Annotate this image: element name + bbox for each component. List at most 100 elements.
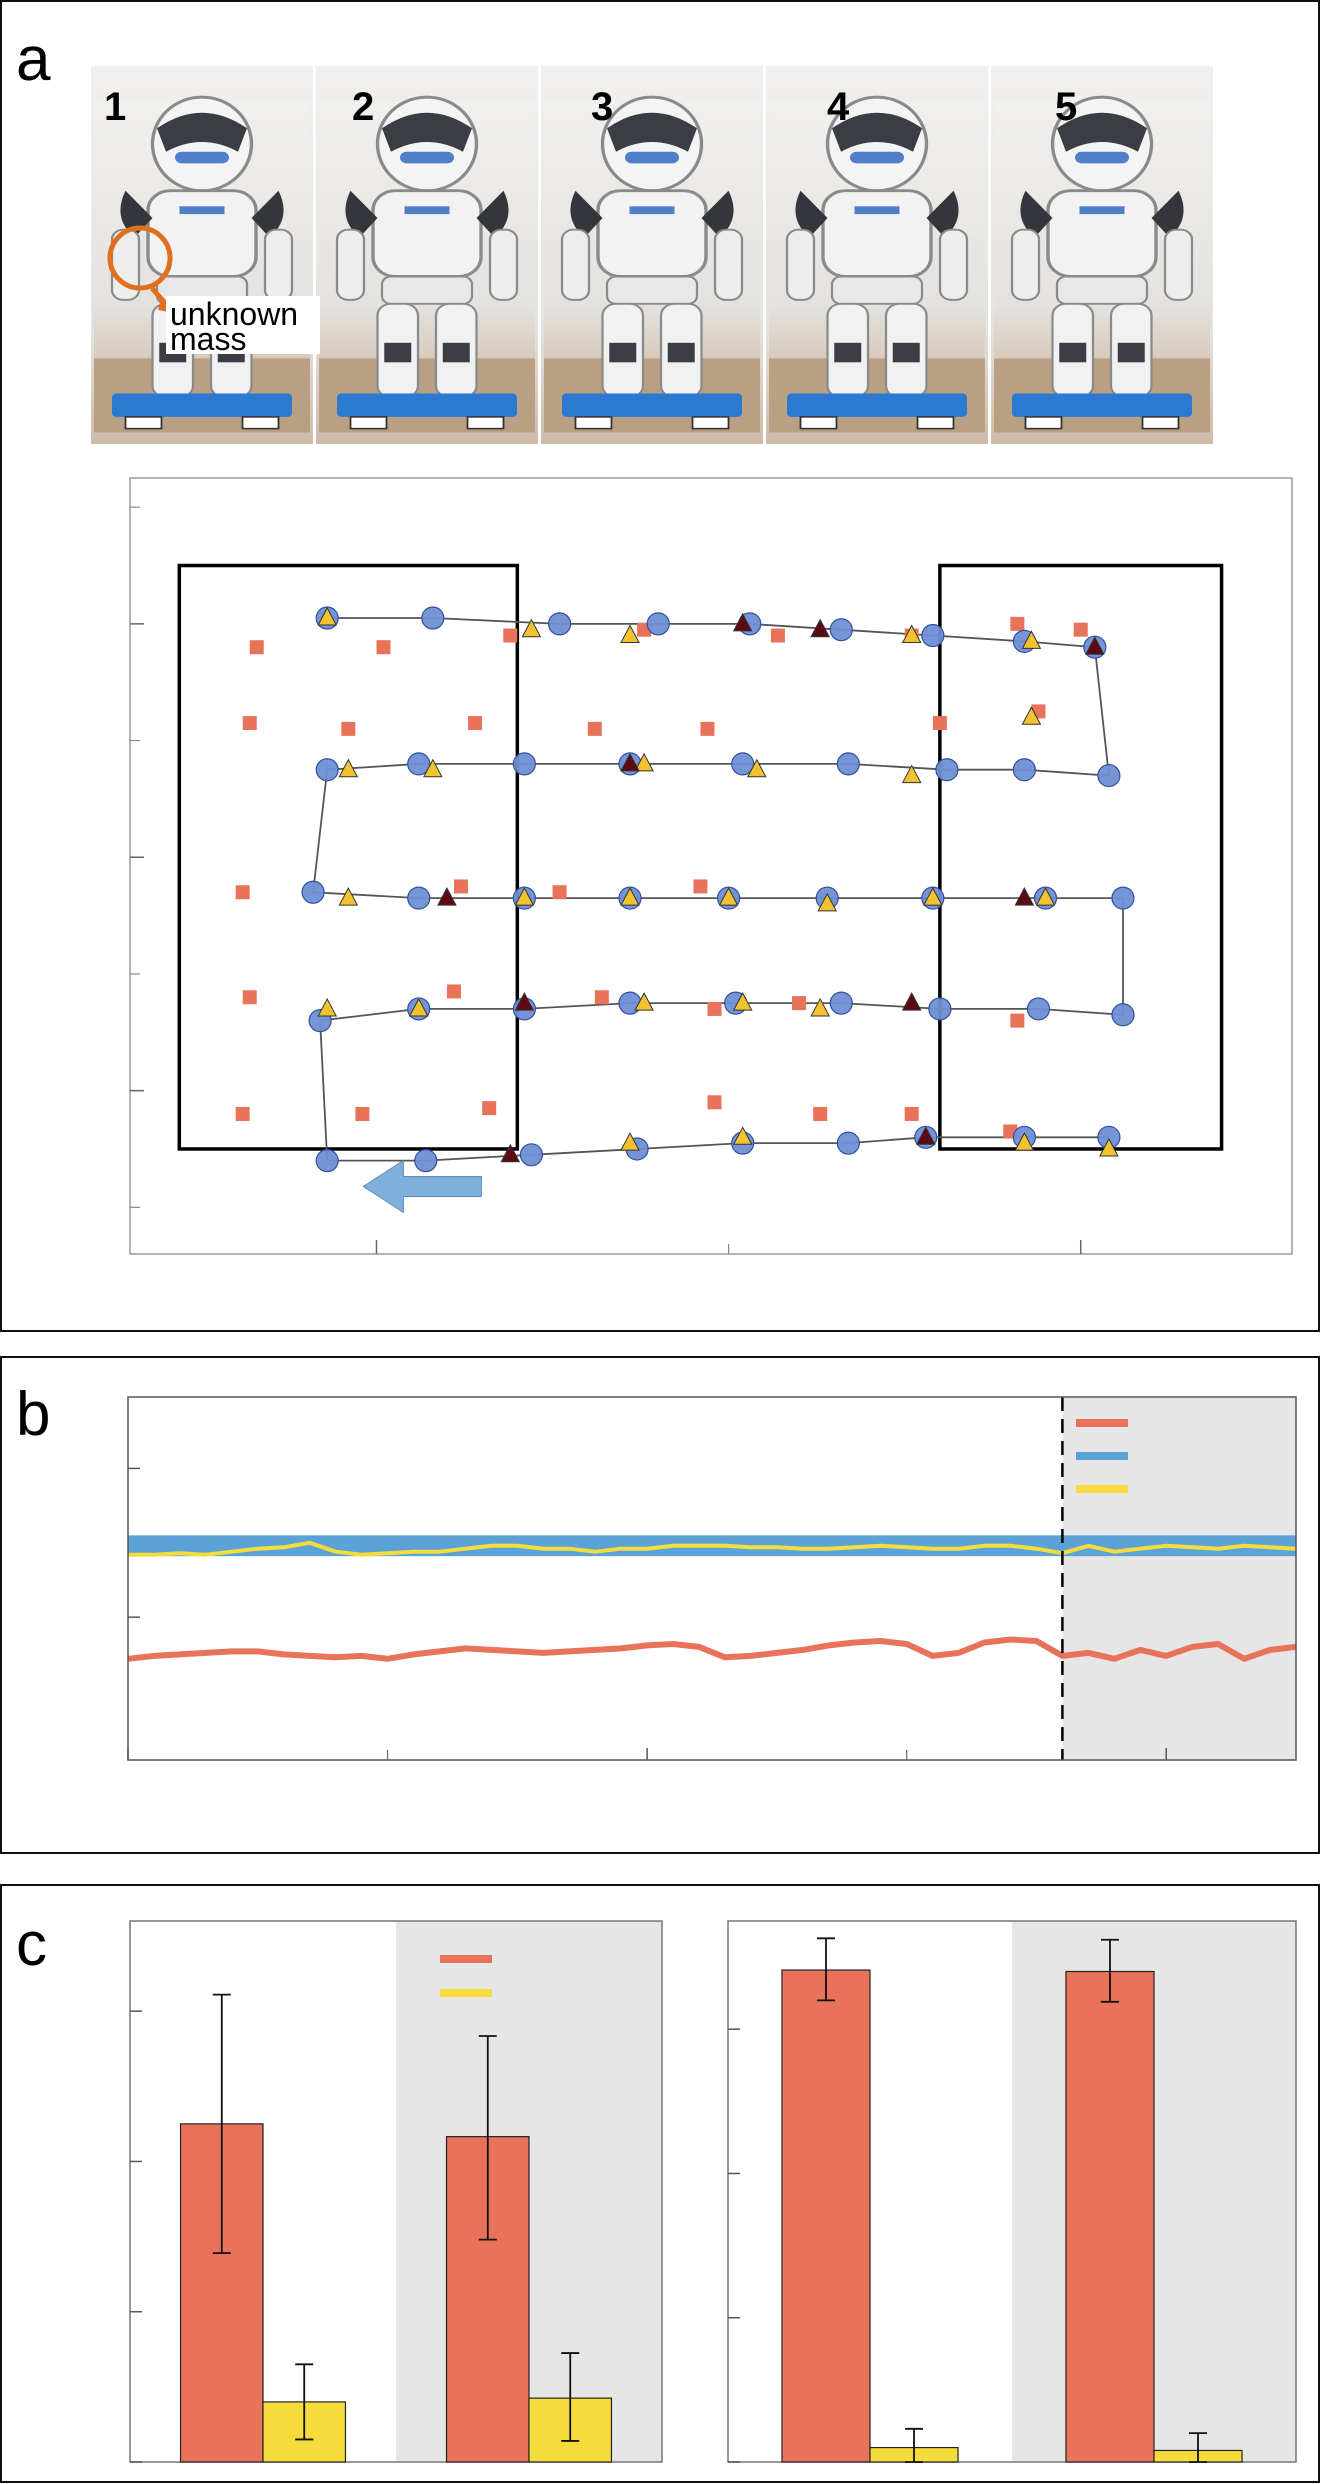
mfsc-marker: [1021, 630, 1042, 649]
reference-marker: [829, 618, 853, 642]
robot-photo-3: [542, 95, 762, 435]
mfsc-marker-dark: [437, 887, 457, 906]
foot-outline: [177, 563, 520, 1151]
reference-marker: [829, 991, 853, 1015]
reference-marker: [1026, 997, 1051, 1021]
cop-mae-chart: [129, 1920, 663, 2463]
mfsc-marker: [521, 618, 542, 638]
initial-guess-marker: [355, 1106, 370, 1121]
reference-marker: [421, 606, 445, 630]
mfsc-marker: [514, 887, 535, 906]
mfsc-marker: [317, 606, 338, 626]
reference-marker: [315, 1149, 339, 1173]
mfsc-marker: [1035, 887, 1056, 906]
mfsc-marker: [901, 624, 922, 644]
mfsc-marker: [338, 887, 359, 906]
initial-guess-marker: [770, 628, 785, 643]
mfsc-marker-dark: [1014, 887, 1035, 906]
initial-guess-marker: [594, 990, 609, 1005]
reference-marker: [836, 752, 860, 776]
mfsc-marker-dark: [620, 752, 640, 772]
initial-guess-marker: [468, 716, 483, 731]
mfsc-marker-dark: [915, 1126, 936, 1145]
mfsc-marker-dark: [732, 612, 753, 632]
reference-marker: [1097, 763, 1121, 788]
mass-highlight-circle: [107, 225, 173, 291]
mfsc-marker: [634, 752, 654, 772]
mfsc-marker: [620, 1132, 640, 1151]
reference-marker: [1111, 1003, 1135, 1027]
initial-guess-bar: [1065, 1970, 1155, 2463]
robot-photo-2: [317, 95, 537, 435]
mass-label-line2: mass: [170, 321, 246, 357]
initial-guess-marker: [1010, 616, 1025, 631]
mfsc-marker: [817, 892, 838, 912]
frame-label-3: 3: [591, 85, 613, 129]
plot-frame: [727, 1920, 1297, 2463]
mfsc-marker: [732, 1126, 753, 1145]
initial-guess-marker: [503, 628, 518, 643]
reference-marker: [921, 623, 945, 648]
reference-marker: [935, 758, 959, 782]
initial-guess-marker: [341, 721, 356, 736]
foot-outline: [938, 563, 1224, 1151]
plot-frame: [127, 1396, 1297, 1761]
initial-guess-marker: [242, 716, 257, 731]
mfsc-marker: [718, 887, 739, 906]
mfsc-marker-dark: [901, 992, 922, 1011]
initial-guess-marker: [792, 996, 807, 1011]
initial-guess-marker: [693, 879, 708, 894]
grf-mae-chart: [727, 1920, 1297, 2463]
initial-guess-marker: [932, 716, 947, 731]
reference-marker: [519, 1143, 544, 1167]
mfsc-line: [128, 1540, 1297, 1557]
mfsc-marker: [317, 997, 338, 1017]
initial-guess-marker: [249, 640, 264, 655]
plot-frame: [129, 1920, 663, 2463]
initial-guess-marker: [235, 885, 250, 900]
mfsc-marker: [620, 624, 640, 644]
mfsc-marker-dark: [1084, 636, 1105, 655]
photo-strip: 1 2 3 4 5 unknown mass: [91, 66, 1213, 444]
initial-guess-marker: [482, 1101, 497, 1116]
mfsc-marker: [1014, 1132, 1035, 1151]
reference-marker: [547, 612, 572, 636]
mass-label-bg: [166, 296, 320, 354]
initial-guess-marker: [453, 879, 468, 894]
initial-guess-marker: [707, 1001, 722, 1016]
reference-marker: [407, 886, 431, 910]
direction-arrow: [362, 1159, 482, 1214]
mfsc-marker: [338, 758, 359, 778]
mfsc-marker: [901, 764, 922, 784]
reference-marker: [731, 752, 755, 776]
robot-photo-5: [992, 95, 1212, 435]
initial-guess-marker: [904, 1106, 919, 1121]
mfsc-marker: [1021, 706, 1042, 725]
initial-guess-marker: [552, 885, 567, 900]
mfsc-marker: [1099, 1137, 1119, 1157]
mass-label-line1: unknown: [170, 296, 298, 332]
robot-photo-4: [767, 95, 987, 435]
mfsc-marker: [634, 992, 654, 1011]
mfsc-marker-dark: [500, 1143, 521, 1163]
reference-marker: [618, 991, 642, 1015]
frame-label-1: 1: [104, 85, 126, 129]
mfsc-marker: [732, 992, 753, 1011]
initial-guess-marker: [446, 984, 461, 999]
mfsc-marker: [620, 887, 640, 906]
reference-marker: [301, 880, 325, 904]
panel-label-b: b: [16, 1380, 50, 1449]
frame-label-5: 5: [1055, 85, 1077, 129]
initial-guess-line: [127, 1636, 1297, 1662]
initial-guess-marker: [242, 990, 257, 1005]
panel-label-a: a: [16, 25, 51, 94]
reference-marker: [414, 1149, 438, 1173]
initial-guess-marker: [700, 721, 715, 736]
panel-label-c: c: [16, 1910, 47, 1979]
reference-marker: [407, 752, 431, 776]
robot-photo-1: [92, 95, 312, 435]
reference-marker: [1012, 758, 1036, 782]
mfsc-marker: [422, 758, 443, 778]
reference-marker: [512, 752, 536, 776]
